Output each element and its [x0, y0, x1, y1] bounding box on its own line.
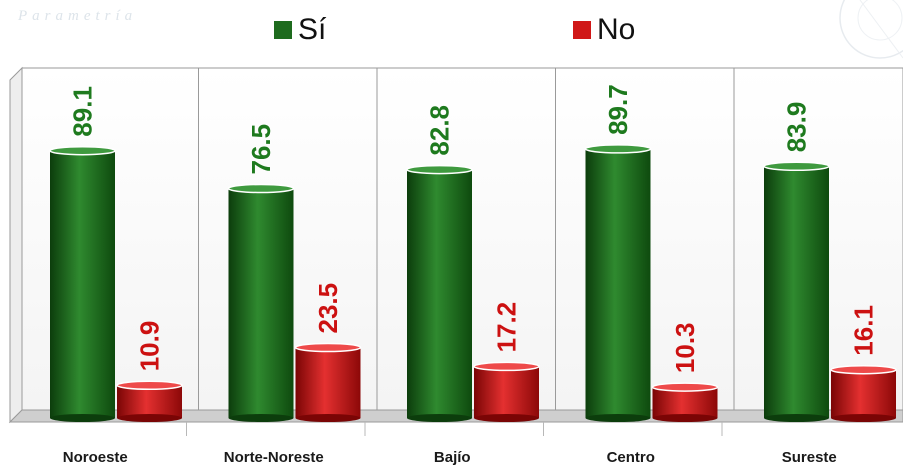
bar-cap-si [227, 183, 295, 194]
bar-si-sureste [763, 161, 830, 422]
bars-layer [49, 144, 897, 422]
bar-base-si [585, 414, 651, 422]
bar-cap-si [763, 161, 830, 172]
bar-body-si [764, 166, 829, 418]
bar-base-no [474, 414, 539, 422]
bar-base-si [228, 414, 294, 422]
legend-label-no: No [597, 13, 636, 46]
data-label-no: 10.3 [670, 322, 700, 373]
legend-swatch-si [274, 21, 292, 39]
bar-si-centro [584, 144, 652, 422]
bar-cap-no [651, 382, 719, 392]
bar-body-no [117, 385, 182, 418]
bar-body-si [50, 150, 115, 418]
bar-cap-si [49, 145, 116, 156]
bar-body-si [585, 148, 651, 418]
data-label-no: 23.5 [313, 283, 343, 334]
bar-cap-no [830, 364, 897, 375]
bar-no-centro [651, 382, 719, 422]
bar-base-no [295, 414, 361, 422]
bar-body-no [831, 369, 896, 418]
data-label-no: 10.9 [135, 321, 165, 372]
data-label-si: 76.5 [246, 124, 276, 175]
bar-cap-no [473, 361, 540, 372]
bar-cap-no [294, 342, 362, 353]
category-label: Sureste [782, 449, 837, 466]
data-label-si: 89.7 [603, 84, 633, 135]
bar-si-norte-noreste [227, 183, 295, 422]
bar-body-si [407, 169, 472, 418]
data-label-si: 83.9 [782, 102, 812, 153]
bar-base-no [117, 414, 182, 422]
bar-cap-si [584, 144, 652, 154]
bar-si-bajío [406, 164, 473, 422]
data-label-si: 82.8 [425, 105, 455, 156]
bar-base-no [652, 414, 718, 422]
legend-label-si: Sí [298, 13, 327, 46]
watermark-text: Parametría [18, 8, 138, 24]
legend-item-no: No [573, 12, 635, 48]
category-label: Noroeste [63, 449, 128, 466]
legend-swatch-no [573, 21, 591, 39]
data-label-no: 16.1 [849, 305, 879, 356]
legend-item-si: Sí [274, 12, 326, 48]
bar-body-si [228, 188, 294, 418]
data-label-no: 17.2 [492, 302, 522, 353]
bar-base-si [407, 414, 472, 422]
plot-side-wall [9, 66, 23, 424]
category-label: Norte-Noreste [224, 449, 324, 466]
bar-si-noroeste [49, 145, 116, 422]
bar-cap-no [116, 380, 183, 391]
bar-base-si [50, 414, 115, 422]
bar-body-no [474, 366, 539, 418]
bar-body-no [652, 387, 718, 418]
bar-base-no [831, 414, 896, 422]
bar-no-norte-noreste [294, 342, 362, 422]
bar-no-noroeste [116, 380, 183, 422]
labels-layer: 89.1 10.9 Noroeste 76.5 23.5 Norte-Noreste 82.… [63, 84, 879, 466]
bar-cap-si [406, 164, 473, 175]
category-label: Bajío [434, 449, 471, 466]
bar-base-si [764, 414, 829, 422]
category-label: Centro [607, 449, 655, 466]
bar-body-no [295, 347, 361, 418]
chart-legend: Sí No [0, 0, 903, 60]
bar-no-bajío [473, 361, 540, 422]
bar-no-sureste [830, 364, 897, 422]
data-label-si: 89.1 [68, 86, 98, 137]
